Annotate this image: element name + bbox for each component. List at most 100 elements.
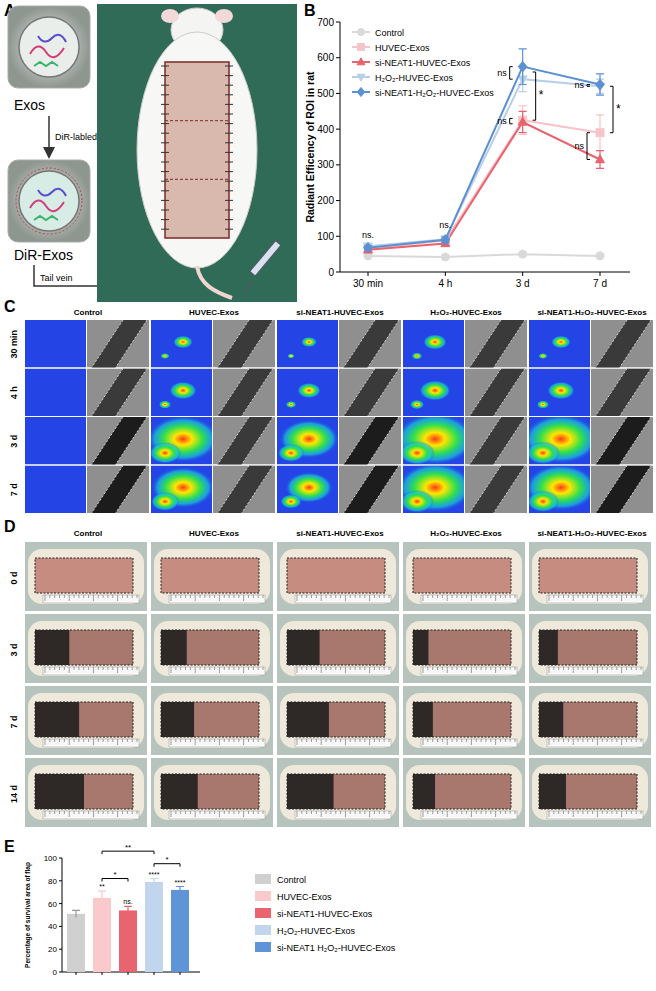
row-label: 7 d — [9, 715, 19, 728]
ruler-tick — [219, 811, 220, 817]
ruler-tick — [568, 667, 569, 670]
ruler-tick — [185, 667, 186, 670]
signal — [529, 442, 560, 465]
ruler-tick — [258, 667, 259, 670]
ruler-tick — [326, 739, 327, 742]
ruler-tick — [180, 811, 181, 814]
ruler-tick — [345, 595, 346, 601]
ruler-tick — [611, 595, 612, 598]
image-bg — [87, 320, 149, 368]
annotation: ns. — [439, 220, 451, 230]
stitch — [161, 66, 169, 67]
photo-image — [213, 369, 275, 417]
ruler-tick — [607, 811, 608, 814]
ruler-tick — [389, 595, 390, 598]
necrosis — [539, 774, 566, 809]
signal — [301, 337, 317, 347]
ruler-tick — [350, 739, 351, 742]
row-label: 14 d — [9, 785, 19, 803]
rat-body — [28, 765, 144, 820]
ruler-tick — [238, 595, 239, 598]
ruler-tick — [587, 667, 588, 670]
ruler-tick — [568, 595, 569, 598]
ruler-tick — [563, 811, 564, 814]
rat-ear — [161, 9, 179, 23]
ruler-tick — [243, 595, 244, 601]
signal — [423, 334, 447, 350]
ruler-tick — [389, 667, 390, 670]
marker — [518, 117, 527, 125]
ruler-tick — [229, 739, 230, 742]
stitches — [469, 369, 501, 417]
y-tick-label: 300 — [317, 159, 334, 170]
ruler-tick — [98, 739, 99, 742]
stitches — [619, 466, 651, 514]
ruler-tick — [175, 739, 176, 742]
ruler-tick — [78, 811, 79, 814]
ruler-tick — [195, 811, 196, 817]
ruler-tick — [607, 667, 608, 670]
ruler-tick — [127, 595, 128, 598]
ruler-tick — [495, 667, 496, 673]
flap — [469, 320, 525, 368]
signal — [403, 417, 464, 465]
ruler-tick — [573, 667, 574, 673]
photo-bg — [151, 686, 273, 755]
rat-body — [406, 765, 522, 820]
marker — [518, 61, 527, 71]
ruler-tick — [49, 595, 50, 598]
annotation: ns — [497, 68, 507, 78]
ruler — [169, 811, 265, 819]
stitches — [287, 558, 385, 593]
rat-body — [28, 549, 144, 604]
ruler-tick — [137, 811, 138, 814]
ruler — [547, 667, 643, 675]
image-bg — [277, 320, 338, 368]
ruler-tick — [83, 811, 84, 814]
column-header: si-NEAT1-HUVEC-Exos — [296, 529, 384, 538]
column-header: HUVEC-Exos — [189, 529, 239, 538]
stitch — [225, 75, 233, 76]
ruler-tick — [54, 667, 55, 670]
fluorescence-image — [529, 466, 590, 514]
error-bar — [596, 74, 604, 95]
image-bg — [529, 320, 590, 368]
photo-bg — [529, 758, 651, 827]
ruler-tick — [107, 595, 108, 598]
y-tick — [59, 972, 62, 973]
ruler-tick — [616, 595, 617, 598]
photo-bg — [277, 542, 399, 611]
ruler-tick — [485, 739, 486, 742]
ruler-tick — [306, 811, 307, 814]
ruler-tick — [98, 667, 99, 670]
ruler-tick — [374, 739, 375, 742]
ruler-tick — [263, 739, 264, 742]
ruler-tick — [224, 667, 225, 670]
stitches — [493, 466, 525, 514]
ruler-tick — [626, 595, 627, 598]
exosome-image — [8, 6, 90, 88]
ruler-tick — [452, 811, 453, 814]
ruler-tick — [248, 667, 249, 670]
flap — [595, 466, 651, 514]
panel-letter: C — [4, 298, 16, 315]
ruler-tick — [103, 811, 104, 814]
ruler-tick — [243, 811, 244, 817]
ruler-tick — [88, 667, 89, 670]
rat-body — [280, 549, 396, 604]
stitch — [225, 114, 233, 115]
stitches — [35, 702, 133, 737]
ruler-tick — [335, 739, 336, 742]
error-bar — [596, 151, 604, 169]
ruler-tick — [127, 667, 128, 670]
image-bg — [591, 417, 653, 465]
ruler-tick — [427, 667, 428, 670]
label: DiR-Exos — [14, 247, 73, 263]
flap — [287, 630, 385, 665]
stitch — [225, 200, 233, 201]
fluorescence-image — [403, 320, 464, 368]
ruler-tick — [592, 595, 593, 598]
flap — [161, 774, 259, 809]
ruler-tick — [117, 595, 118, 601]
image-bg — [465, 320, 527, 368]
